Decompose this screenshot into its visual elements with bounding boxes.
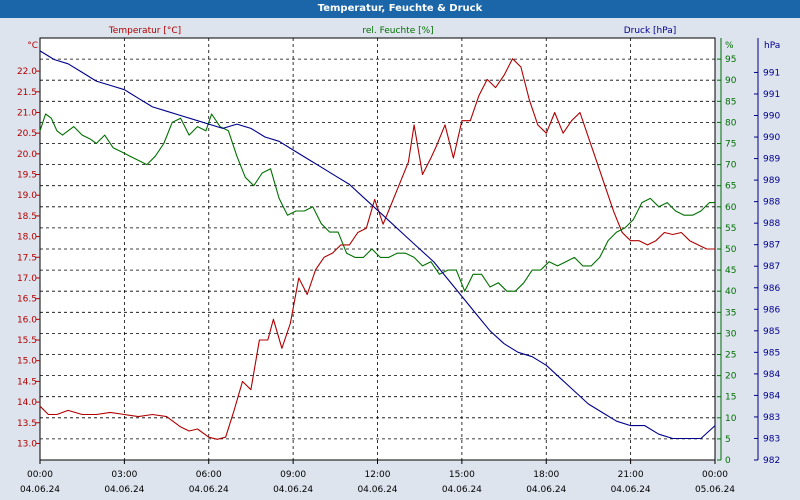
pressure-tick-label: 991 xyxy=(763,68,780,78)
temperature-tick-label: 22.0 xyxy=(17,67,37,77)
x-axis-date-label: 04.06.24 xyxy=(104,485,144,495)
pressure-tick-label: 990 xyxy=(763,133,780,143)
x-axis-time-label: 00:00 xyxy=(702,470,728,480)
humidity-tick-label: 25 xyxy=(725,351,736,361)
chart-title: Temperatur, Feuchte & Druck xyxy=(0,0,800,18)
x-axis-time-label: 06:00 xyxy=(196,470,222,480)
pressure-tick-label: 985 xyxy=(763,327,780,337)
pressure-tick-label: 983 xyxy=(763,434,780,444)
pressure-tick-label: 988 xyxy=(763,198,780,208)
pressure-tick-label: 986 xyxy=(763,284,780,294)
temperature-tick-label: 16.5 xyxy=(17,295,37,305)
humidity-tick-label: 40 xyxy=(725,287,737,297)
humidity-tick-label: 65 xyxy=(725,182,736,192)
pressure-series-line xyxy=(39,50,716,440)
humidity-series-line xyxy=(39,113,715,292)
humidity-tick-label: 10 xyxy=(725,414,737,424)
temperature-tick-label: 17.5 xyxy=(17,253,37,263)
humidity-tick-label: 45 xyxy=(725,266,736,276)
pressure-tick-label: 988 xyxy=(763,219,780,229)
humidity-tick-label: 70 xyxy=(725,161,737,171)
humidity-unit-label: % xyxy=(725,41,734,51)
temperature-tick-label: 13.0 xyxy=(17,439,37,449)
temperature-tick-label: 20.0 xyxy=(17,150,37,160)
pressure-unit-label: hPa xyxy=(764,41,780,51)
x-axis-time-label: 09:00 xyxy=(280,470,306,480)
pressure-tick-label: 986 xyxy=(763,305,780,315)
pressure-tick-label: 989 xyxy=(763,176,780,186)
pressure-tick-label: 984 xyxy=(763,391,780,401)
humidity-tick-label: 35 xyxy=(725,308,736,318)
temperature-tick-label: 18.5 xyxy=(17,212,37,222)
x-axis-date-label: 04.06.24 xyxy=(273,485,313,495)
pressure-tick-label: 983 xyxy=(763,413,780,423)
humidity-tick-label: 55 xyxy=(725,224,736,234)
temperature-tick-label: 16.0 xyxy=(17,315,37,325)
temperature-unit-label: °C xyxy=(27,41,38,51)
temperature-axis-label: Temperatur [°C] xyxy=(108,26,181,36)
temperature-tick-label: 20.5 xyxy=(17,129,37,139)
humidity-tick-label: 15 xyxy=(725,393,736,403)
pressure-tick-label: 987 xyxy=(763,262,780,272)
x-axis-date-label: 04.06.24 xyxy=(189,485,229,495)
humidity-tick-label: 90 xyxy=(725,76,737,86)
temperature-tick-label: 15.0 xyxy=(17,357,37,367)
pressure-tick-label: 989 xyxy=(763,155,780,165)
pressure-tick-label: 982 xyxy=(763,456,780,466)
x-axis-date-label: 05.06.24 xyxy=(695,485,735,495)
temperature-tick-label: 21.0 xyxy=(17,108,37,118)
x-axis-time-label: 03:00 xyxy=(111,470,137,480)
x-axis-time-label: 18:00 xyxy=(533,470,559,480)
pressure-tick-label: 991 xyxy=(763,90,780,100)
temperature-tick-label: 18.0 xyxy=(17,233,37,243)
temperature-series-line xyxy=(39,58,715,440)
x-axis-date-label: 04.06.24 xyxy=(611,485,651,495)
x-axis-date-label: 04.06.24 xyxy=(20,485,60,495)
x-axis-time-label: 15:00 xyxy=(449,470,475,480)
humidity-tick-label: 20 xyxy=(725,372,737,382)
pressure-tick-label: 987 xyxy=(763,241,780,251)
pressure-tick-label: 985 xyxy=(763,348,780,358)
x-axis-date-label: 04.06.24 xyxy=(442,485,482,495)
x-axis-time-label: 00:00 xyxy=(27,470,53,480)
x-axis-time-label: 12:00 xyxy=(365,470,391,480)
x-axis-date-label: 04.06.24 xyxy=(357,485,397,495)
temperature-tick-label: 21.5 xyxy=(17,88,37,98)
humidity-tick-label: 85 xyxy=(725,97,736,107)
temperature-tick-label: 15.5 xyxy=(17,336,37,346)
pressure-tick-label: 984 xyxy=(763,370,780,380)
humidity-tick-label: 60 xyxy=(725,203,737,213)
humidity-tick-label: 50 xyxy=(725,245,737,255)
temperature-tick-label: 14.5 xyxy=(17,377,37,387)
humidity-tick-label: 30 xyxy=(725,329,737,339)
humidity-tick-label: 95 xyxy=(725,55,736,65)
humidity-tick-label: 80 xyxy=(725,118,737,128)
pressure-tick-label: 990 xyxy=(763,112,780,122)
pressure-axis-label: Druck [hPa] xyxy=(624,26,677,36)
temperature-tick-label: 19.5 xyxy=(17,171,37,181)
x-axis-time-label: 21:00 xyxy=(618,470,644,480)
x-axis-date-label: 04.06.24 xyxy=(526,485,566,495)
humidity-tick-label: 5 xyxy=(725,435,731,445)
humidity-tick-label: 75 xyxy=(725,140,736,150)
humidity-tick-label: 0 xyxy=(725,456,731,466)
temperature-tick-label: 17.0 xyxy=(17,274,37,284)
temperature-tick-label: 14.0 xyxy=(17,398,37,408)
temperature-tick-label: 19.0 xyxy=(17,191,37,201)
temperature-tick-label: 13.5 xyxy=(17,419,37,429)
humidity-axis-label: rel. Feuchte [%] xyxy=(362,26,433,36)
